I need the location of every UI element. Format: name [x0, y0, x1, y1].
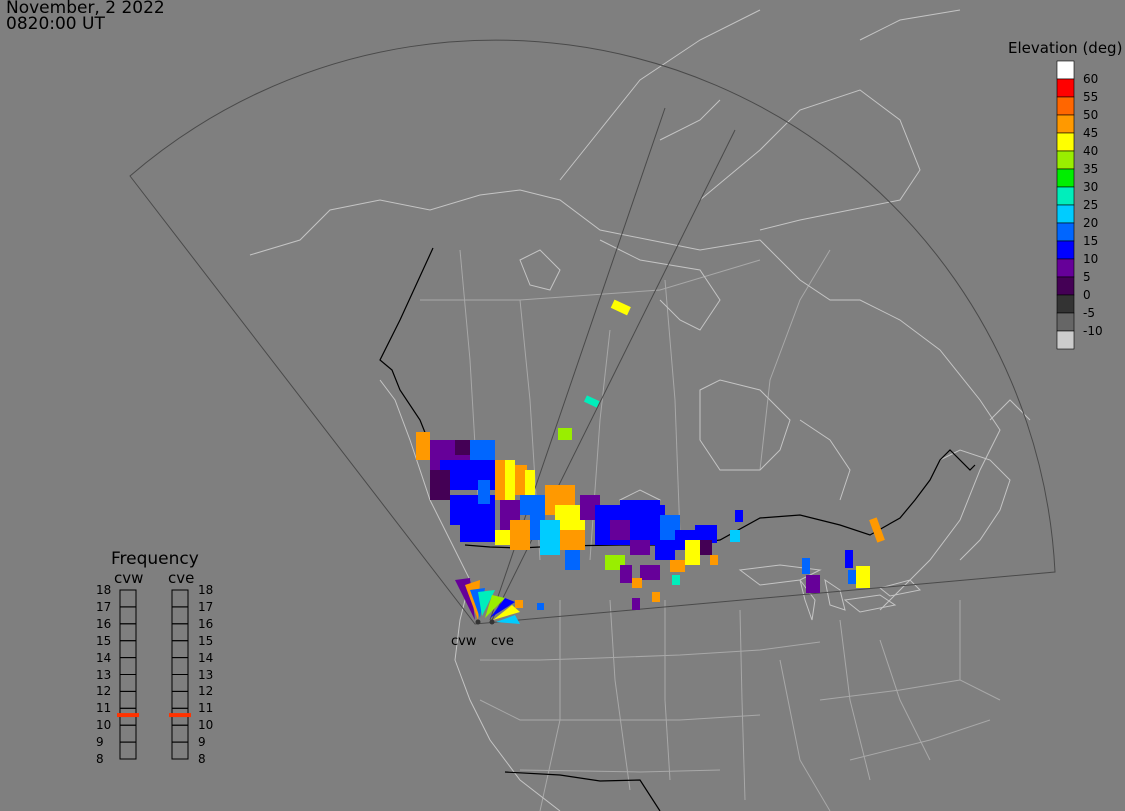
- elevation-tick-label: -10: [1083, 324, 1103, 338]
- frequency-tick-label: 16: [96, 616, 112, 631]
- frequency-tick-label: 14: [96, 650, 112, 665]
- frequency-cell: [171, 690, 189, 709]
- site-cvw-marker: [475, 619, 481, 625]
- elevation-tick-label: -5: [1083, 306, 1095, 320]
- elevation-tick-label: 30: [1083, 180, 1099, 194]
- frequency-cell: [119, 589, 137, 608]
- elevation-swatch: [1056, 330, 1075, 350]
- elevation-swatch: [1056, 168, 1075, 188]
- elevation-swatch: [1056, 186, 1075, 206]
- elevation-swatch: [1056, 240, 1075, 260]
- frequency-cell: [119, 606, 137, 625]
- site-label-cvw: cvw: [451, 634, 477, 649]
- frequency-cell: [119, 674, 137, 692]
- elevation-swatch: [1056, 258, 1075, 278]
- frequency-tick-label: 17: [198, 599, 214, 614]
- date-label: November, 2 2022: [6, 0, 165, 18]
- elevation-swatch: [1056, 96, 1075, 116]
- frequency-cell: [171, 674, 189, 692]
- frequency-tick-label: 11: [96, 701, 112, 716]
- site-cve-marker: [489, 619, 495, 625]
- elevation-tick-label: 45: [1083, 126, 1099, 140]
- radar-echoes: [416, 299, 885, 624]
- frequency-cell: [119, 657, 137, 675]
- frequency-cell: [171, 606, 189, 625]
- frequency-tick-label: 12: [96, 684, 112, 699]
- elevation-swatch: [1056, 222, 1075, 242]
- frequency-indicator-cve: [169, 713, 191, 718]
- elevation-tick-label: 25: [1083, 198, 1099, 212]
- frequency-tick-label: 18: [96, 583, 112, 597]
- frequency-tick-label: 14: [198, 650, 214, 665]
- frequency-cell: [171, 724, 189, 743]
- elevation-swatch: [1056, 276, 1075, 296]
- elevation-swatch: [1056, 150, 1075, 170]
- frequency-cell: [171, 640, 189, 659]
- time-label: 0820:00 UT: [6, 14, 105, 34]
- radar-sites: [475, 619, 495, 625]
- elevation-swatch: [1056, 60, 1075, 80]
- frequency-tick-label: 15: [96, 633, 112, 648]
- frequency-cell: [119, 640, 137, 659]
- frequency-gauges: [117, 589, 191, 760]
- frequency-tick-label: 12: [198, 684, 214, 699]
- frequency-indicator-cvw: [117, 713, 139, 718]
- elevation-tick-label: 55: [1083, 90, 1099, 104]
- elevation-tick-label: 40: [1083, 144, 1099, 158]
- elevation-tick-label: 0: [1083, 288, 1091, 302]
- frequency-tick-label: 8: [96, 752, 104, 766]
- coastlines: [249, 9, 1031, 811]
- elevation-colorbar: [1056, 60, 1075, 350]
- frequency-tick-label: 17: [96, 599, 112, 614]
- frequency-tick-label: 16: [198, 616, 214, 631]
- frequency-tick-label: 9: [198, 735, 206, 750]
- elevation-swatch: [1056, 294, 1075, 314]
- frequency-tick-label: 9: [96, 735, 104, 750]
- elevation-swatch: [1056, 204, 1075, 224]
- frequency-radar-label-cve: cve: [168, 569, 195, 587]
- elevation-tick-label: 35: [1083, 162, 1099, 176]
- elevation-swatch: [1056, 132, 1075, 152]
- elevation-tick-label: 60: [1083, 72, 1099, 86]
- elevation-tick-label: 5: [1083, 270, 1091, 284]
- elevation-swatch: [1056, 78, 1075, 98]
- elevation-tick-label: 20: [1083, 216, 1099, 230]
- frequency-tick-label: 10: [198, 718, 214, 733]
- elevation-tick-label: 10: [1083, 252, 1099, 266]
- elevation-swatch: [1056, 114, 1075, 134]
- frequency-cell: [119, 741, 137, 760]
- frequency-title: Frequency: [111, 549, 199, 569]
- frequency-tick-label: 13: [96, 667, 112, 682]
- elevation-tick-label: 50: [1083, 108, 1099, 122]
- state-boundaries: [479, 599, 1001, 811]
- frequency-cell: [171, 741, 189, 760]
- frequency-tick-label: 11: [198, 701, 214, 716]
- elevation-swatch: [1056, 312, 1075, 332]
- frequency-cell: [119, 623, 137, 642]
- frequency-cell: [119, 724, 137, 743]
- frequency-cell: [171, 589, 189, 608]
- frequency-tick-label: 8: [198, 752, 206, 766]
- frequency-tick-label: 13: [198, 667, 214, 682]
- elevation-legend-title: Elevation (deg): [1008, 39, 1123, 57]
- frequency-cell: [119, 690, 137, 709]
- frequency-tick-label: 10: [96, 718, 112, 733]
- frequency-tick-label: 18: [198, 583, 214, 597]
- frequency-cell: [171, 623, 189, 642]
- frequency-radar-label-cvw: cvw: [114, 569, 144, 587]
- frequency-tick-label: 15: [198, 633, 214, 648]
- frequency-cell: [171, 657, 189, 675]
- elevation-tick-label: 15: [1083, 234, 1099, 248]
- site-label-cve: cve: [491, 634, 514, 649]
